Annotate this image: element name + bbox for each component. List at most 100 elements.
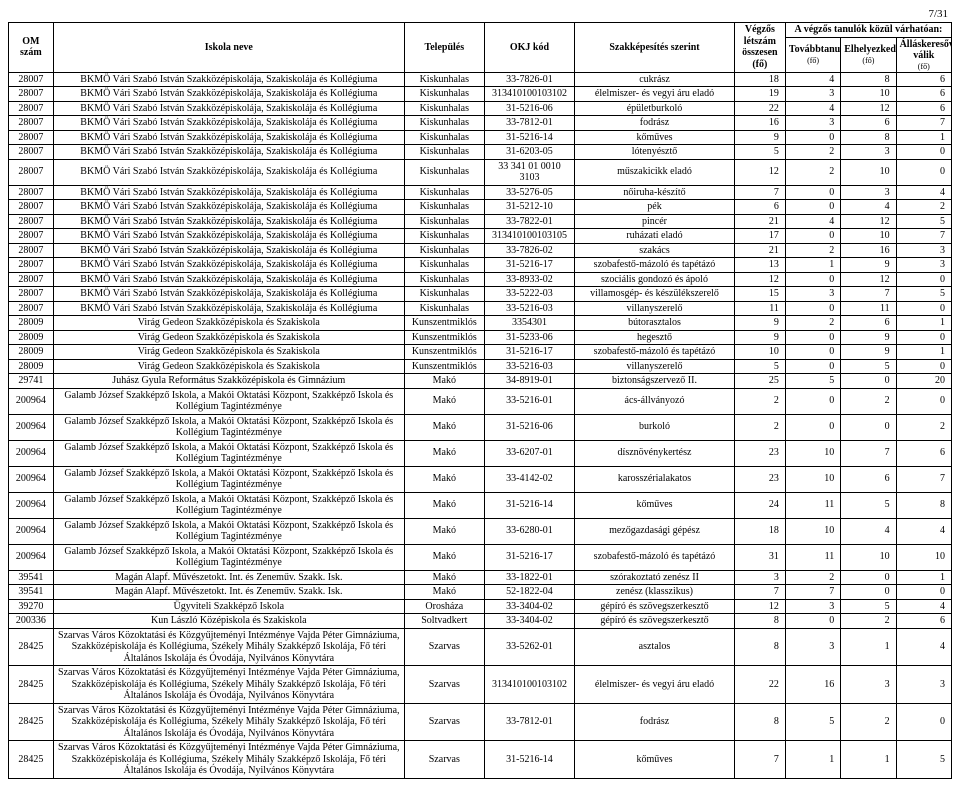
table-cell: 28007 [9,159,54,185]
table-cell: műszakicikk eladó [575,159,735,185]
table-cell: gépíró és szövegszerkesztő [575,599,735,614]
table-cell: 31-6203-05 [484,145,574,160]
table-cell: 2 [785,570,840,585]
table-cell: 200964 [9,492,54,518]
table-cell: Juhász Gyula Református Szakközépiskola … [53,374,404,389]
table-cell: 0 [785,414,840,440]
table-cell: 0 [785,200,840,215]
table-cell: 33-7822-01 [484,214,574,229]
table-cell: Magán Alapf. Művészetokt. Int. és Zenemű… [53,570,404,585]
table-cell: Kiskunhalas [404,243,484,258]
table-cell: 200964 [9,440,54,466]
table-row: 28425Szarvas Város Közoktatási és Közgyű… [9,628,952,666]
table-cell: 1 [896,130,951,145]
table-cell: 28425 [9,741,54,779]
table-cell: 33-5222-03 [484,287,574,302]
table-row: 29741Juhász Gyula Református Szakközépis… [9,374,952,389]
table-cell: 3 [896,243,951,258]
table-cell: 31-5216-06 [484,101,574,116]
table-cell: 21 [734,214,785,229]
table-cell: BKMÖ Vári Szabó István Szakközépiskolája… [53,72,404,87]
table-cell: 12 [841,272,896,287]
table-row: 200336Kun László Középiskola és Szakisko… [9,614,952,629]
table-cell: villanyszerelő [575,301,735,316]
table-cell: Kunszentmiklós [404,345,484,360]
table-row: 28007BKMÖ Vári Szabó István Szakközépisk… [9,272,952,287]
table-cell: villanyszerelő [575,359,735,374]
th-om: OM szám [9,23,54,73]
table-cell: Kun László Középiskola és Szakiskola [53,614,404,629]
table-cell: 11 [734,301,785,316]
table-cell: 22 [734,101,785,116]
table-cell: BKMÖ Vári Szabó István Szakközépiskolája… [53,229,404,244]
table-cell: 31 [734,544,785,570]
table-cell: 4 [896,518,951,544]
table-row: 200964Galamb József Szakképző Iskola, a … [9,466,952,492]
table-cell: Kiskunhalas [404,214,484,229]
table-cell: 0 [841,585,896,600]
table-cell: 10 [841,229,896,244]
table-cell: 7 [896,466,951,492]
table-row: 28007BKMÖ Vári Szabó István Szakközépisk… [9,185,952,200]
table-cell: 18 [734,72,785,87]
table-cell: asztalos [575,628,735,666]
table-cell: 1 [785,258,840,273]
table-cell: 13 [734,258,785,273]
table-cell: 17 [734,229,785,244]
table-cell: 313410100103105 [484,229,574,244]
table-cell: élelmiszer- és vegyi áru eladó [575,666,735,704]
table-cell: 5 [734,145,785,160]
table-cell: biztonságszervező II. [575,374,735,389]
table-cell: kőműves [575,741,735,779]
table-cell: 7 [734,741,785,779]
table-cell: Virág Gedeon Szakközépiskola és Szakisko… [53,316,404,331]
table-cell: 6 [896,614,951,629]
table-cell: 33-3404-02 [484,614,574,629]
table-cell: 28007 [9,87,54,102]
table-cell: élelmiszer- és vegyi áru eladó [575,87,735,102]
table-cell: karosszérialakatos [575,466,735,492]
table-row: 200964Galamb József Szakképző Iskola, a … [9,414,952,440]
table-cell: BKMÖ Vári Szabó István Szakközépiskolája… [53,287,404,302]
table-cell: 0 [896,585,951,600]
table-cell: Kiskunhalas [404,272,484,287]
table-cell: Szarvas Város Közoktatási és Közgyűjtemé… [53,666,404,704]
table-cell: kőműves [575,130,735,145]
table-cell: BKMÖ Vári Szabó István Szakközépiskolája… [53,101,404,116]
table-cell: 33-6280-01 [484,518,574,544]
table-cell: 10 [785,466,840,492]
table-cell: 3 [841,145,896,160]
table-row: 200964Galamb József Szakképző Iskola, a … [9,440,952,466]
table-row: 28007BKMÖ Vári Szabó István Szakközépisk… [9,214,952,229]
table-cell: 1 [896,345,951,360]
table-row: 28007BKMÖ Vári Szabó István Szakközépisk… [9,159,952,185]
table-cell: burkoló [575,414,735,440]
table-cell: 10 [896,544,951,570]
table-cell: 3 [785,599,840,614]
table-cell: Makó [404,492,484,518]
table-cell: 0 [896,145,951,160]
table-cell: 4 [785,214,840,229]
table-cell: szórakoztató zenész II [575,570,735,585]
table-cell: Kunszentmiklós [404,330,484,345]
table-cell: BKMÖ Vári Szabó István Szakközépiskolája… [53,116,404,131]
table-cell: 9 [841,330,896,345]
table-cell: 10 [785,518,840,544]
table-cell: 28009 [9,316,54,331]
table-cell: pincér [575,214,735,229]
table-cell: 3 [896,258,951,273]
table-cell: 19 [734,87,785,102]
th-tovabb-label: Továbbtanul [789,44,841,55]
table-cell: 2 [734,388,785,414]
table-cell: 33-7812-01 [484,703,574,741]
table-cell: 2 [785,316,840,331]
table-cell: cukrász [575,72,735,87]
table-cell: 8 [841,130,896,145]
table-cell: szobafestő-mázoló és tapétázó [575,345,735,360]
table-cell: 4 [785,101,840,116]
table-cell: Kiskunhalas [404,116,484,131]
table-cell: 0 [785,130,840,145]
table-cell: 9 [841,345,896,360]
th-group: A végzős tanulók közül várhatóan: [785,23,951,38]
table-cell: 200964 [9,518,54,544]
